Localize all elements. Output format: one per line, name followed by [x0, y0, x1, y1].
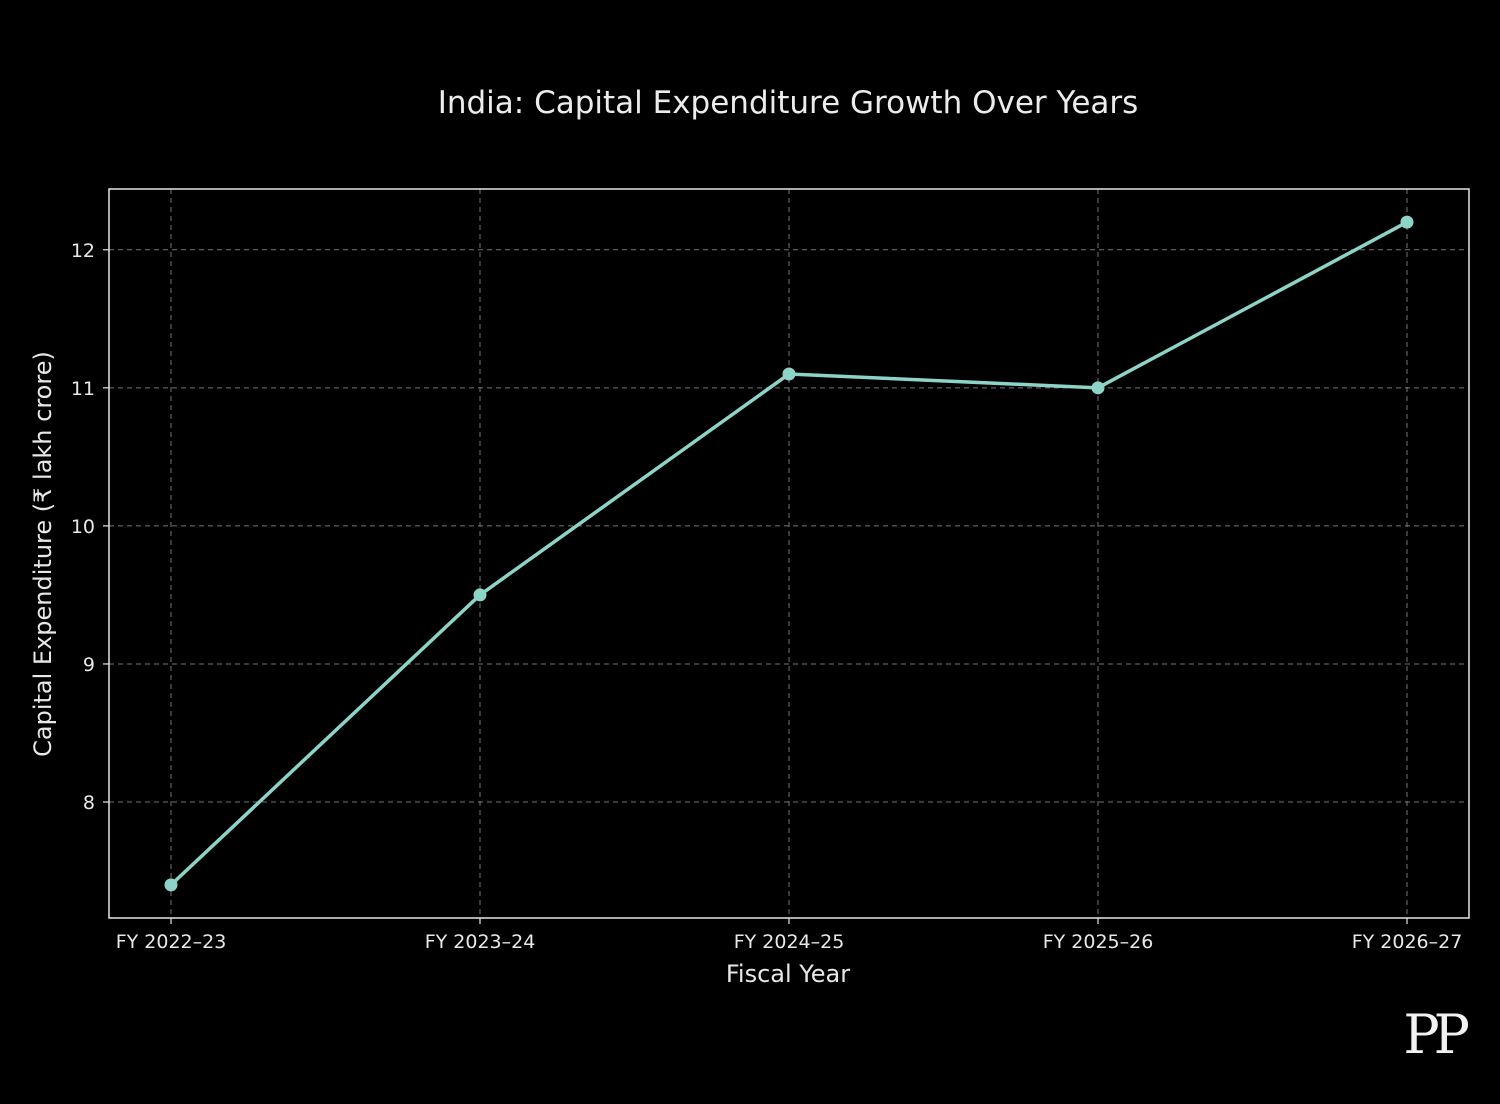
- watermark-logo: PP: [1403, 1003, 1470, 1066]
- data-point: [164, 878, 178, 892]
- y-tick-label: 11: [71, 378, 95, 400]
- x-tick-label: FY 2026–27: [1352, 931, 1463, 953]
- y-tick-label: 10: [71, 516, 95, 538]
- y-tick-label: 8: [83, 792, 95, 814]
- grid: [109, 189, 1469, 918]
- series: [164, 215, 1414, 892]
- y-tick-label: 9: [83, 654, 95, 676]
- x-tick-label: FY 2022–23: [116, 931, 227, 953]
- data-point: [1091, 381, 1105, 395]
- data-point: [473, 588, 487, 602]
- x-tick-label: FY 2024–25: [734, 931, 845, 953]
- y-tick-label: 12: [71, 240, 95, 262]
- data-point: [782, 367, 796, 381]
- y-axis-label: Capital Expenditure (₹ lakh crore): [29, 351, 57, 757]
- x-axis-label: Fiscal Year: [726, 960, 850, 988]
- data-point: [1400, 215, 1414, 229]
- x-tick-label: FY 2023–24: [425, 931, 536, 953]
- chart-title: India: Capital Expenditure Growth Over Y…: [438, 85, 1139, 121]
- axis-ticks: FY 2022–23 FY 2023–24 FY 2024–25 FY 2025–26…: [71, 240, 1462, 953]
- x-tick-label: FY 2025–26: [1043, 931, 1154, 953]
